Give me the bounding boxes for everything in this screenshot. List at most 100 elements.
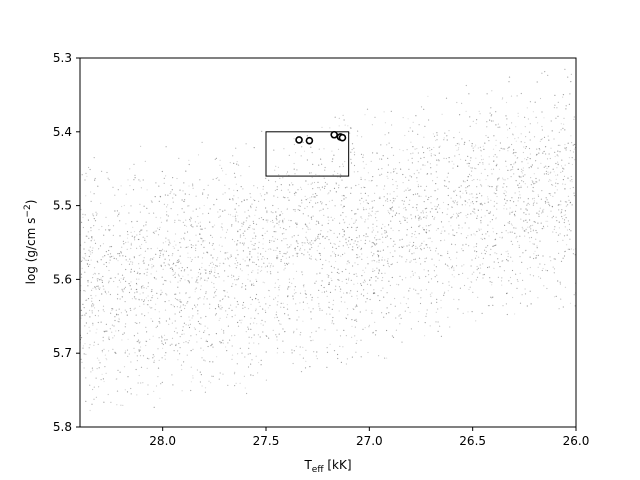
cloud-point	[245, 220, 247, 222]
cloud-point	[152, 357, 154, 359]
cloud-point	[306, 241, 309, 243]
cloud-point	[392, 171, 395, 173]
cloud-point	[100, 202, 102, 204]
cloud-point	[372, 152, 374, 154]
cloud-point	[418, 225, 420, 227]
cloud-point	[480, 184, 482, 186]
cloud-point	[164, 339, 166, 341]
cloud-point	[559, 151, 561, 153]
cloud-point	[468, 185, 470, 187]
cloud-point	[266, 221, 268, 223]
cloud-point	[562, 183, 564, 185]
cloud-point	[509, 200, 511, 202]
cloud-point	[276, 188, 278, 191]
cloud-point	[97, 321, 99, 324]
cloud-point	[87, 219, 90, 221]
cloud-point	[105, 372, 107, 374]
cloud-point	[370, 284, 372, 286]
cloud-point	[111, 331, 113, 333]
cloud-point	[471, 145, 473, 147]
cloud-point	[145, 268, 147, 270]
cloud-point	[531, 164, 534, 166]
cloud-point	[375, 239, 377, 241]
cloud-point	[190, 269, 192, 271]
cloud-point	[276, 257, 278, 259]
cloud-point	[283, 306, 285, 308]
cloud-point	[439, 145, 441, 147]
cloud-point	[422, 164, 424, 166]
cloud-point	[534, 182, 536, 184]
cloud-point	[490, 296, 492, 298]
cloud-point	[212, 226, 214, 228]
cloud-point	[97, 315, 99, 317]
cloud-point	[155, 326, 157, 329]
cloud-point	[529, 256, 531, 258]
cloud-point	[311, 240, 313, 242]
cloud-point	[423, 201, 425, 203]
cloud-point	[370, 215, 373, 217]
cloud-point	[469, 160, 471, 162]
cloud-point	[544, 200, 547, 203]
cloud-point	[496, 187, 498, 189]
cloud-point	[331, 150, 333, 152]
cloud-point	[105, 216, 107, 218]
cloud-point	[530, 236, 533, 239]
cloud-point	[93, 225, 95, 227]
cloud-point	[547, 220, 549, 222]
cloud-point	[475, 255, 478, 257]
cloud-point	[241, 285, 243, 288]
cloud-point	[521, 180, 523, 182]
cloud-point	[80, 358, 82, 360]
cloud-point	[329, 313, 331, 315]
cloud-point	[374, 192, 376, 194]
cloud-point	[88, 249, 90, 251]
cloud-point	[437, 228, 439, 230]
cloud-point	[270, 211, 272, 213]
x-axis-label: Teff [kK]	[303, 458, 351, 475]
cloud-point	[166, 211, 168, 213]
cloud-point	[134, 239, 136, 241]
cloud-point	[376, 267, 378, 269]
cloud-point	[249, 353, 251, 355]
cloud-point	[536, 245, 538, 247]
cloud-point	[189, 257, 191, 259]
cloud-point	[308, 243, 310, 245]
cloud-point	[346, 292, 348, 294]
cloud-point	[401, 341, 403, 343]
cloud-point	[262, 235, 264, 237]
cloud-point	[349, 243, 351, 245]
cloud-point	[184, 193, 186, 195]
cloud-point	[386, 144, 388, 146]
cloud-point	[267, 248, 269, 250]
cloud-point	[430, 155, 432, 157]
cloud-point	[407, 187, 409, 189]
cloud-point	[398, 213, 400, 215]
cloud-point	[133, 308, 135, 310]
cloud-point	[526, 204, 528, 206]
cloud-point	[237, 325, 240, 327]
cloud-point	[532, 243, 534, 245]
cloud-point	[204, 387, 207, 389]
cloud-point	[140, 145, 142, 147]
cloud-point	[372, 270, 374, 272]
cloud-point	[161, 381, 163, 383]
cloud-point	[553, 228, 555, 230]
cloud-point	[139, 273, 141, 275]
cloud-point	[361, 253, 363, 255]
cloud-point	[89, 263, 91, 266]
cloud-point	[476, 265, 478, 268]
cloud-point	[190, 244, 192, 246]
cloud-point	[297, 209, 299, 211]
cloud-point	[351, 210, 353, 212]
cloud-point	[180, 270, 182, 272]
cloud-point	[337, 279, 339, 281]
cloud-point	[378, 272, 380, 274]
cloud-point	[563, 117, 565, 119]
cloud-point	[136, 288, 138, 290]
cloud-point	[98, 248, 100, 250]
cloud-point	[394, 243, 396, 245]
cloud-point	[554, 155, 556, 158]
cloud-point	[530, 225, 532, 227]
cloud-point	[474, 167, 476, 169]
cloud-point	[235, 259, 238, 262]
